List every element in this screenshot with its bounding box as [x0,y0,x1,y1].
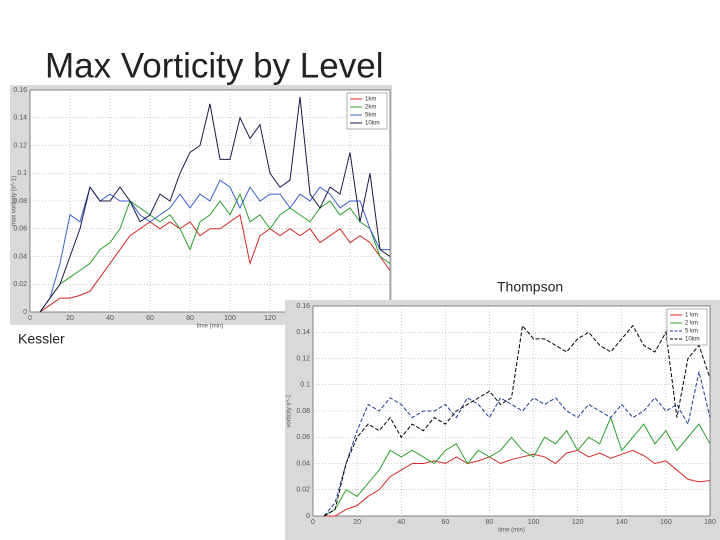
y-axis-label: max vorticity (s^-1) [12,176,18,226]
x-tick-label: 20 [66,315,74,322]
legend-label: 2 km [685,321,698,327]
y-tick-label: 0.14 [13,115,27,122]
x-tick-label: 140 [616,519,628,526]
chart-title: Thompson [497,279,563,295]
data-line [39,192,391,313]
x-tick-label: 120 [264,315,276,322]
y-tick-label: 0.08 [296,408,310,415]
y-tick-label: 0.16 [296,303,310,310]
data-line [39,96,391,313]
y-tick-label: 0 [306,513,310,520]
data-line [324,449,711,517]
y-tick-label: 0.02 [296,487,310,494]
x-tick-label: 100 [224,315,236,322]
legend-label: 5 km [685,329,698,335]
y-tick-label: 0.04 [296,460,310,467]
x-axis-label: time (min) [197,324,224,330]
legend-label: 10km [365,121,380,127]
data-line [323,416,711,517]
y-tick-label: 0.12 [13,142,27,149]
x-tick-label: 20 [353,519,361,526]
x-tick-label: 160 [660,519,672,526]
y-tick-label: 0.06 [13,226,27,233]
y-tick-label: 0.02 [13,281,27,288]
x-tick-label: 40 [106,315,114,322]
x-tick-label: 180 [704,519,716,526]
y-tick-label: 0.04 [13,253,27,260]
y-axis-label: vorticity s^-1 [287,394,293,428]
x-tick-label: 60 [146,315,154,322]
y-tick-label: 0.1 [300,382,310,389]
x-tick-label: 40 [397,519,405,526]
legend-label: 5km [365,113,376,119]
y-tick-label: 0.16 [13,87,27,94]
x-tick-label: 0 [311,519,315,526]
data-line [323,371,711,517]
x-tick-label: 60 [441,519,449,526]
y-tick-label: 0.14 [296,329,310,336]
y-tick-label: 0.1 [17,170,27,177]
slide-title: Max Vorticity by Level [45,46,383,85]
legend-label: 10km [685,337,700,343]
y-tick-label: 0 [23,309,27,316]
y-tick-label: 0.12 [296,355,310,362]
legend-label: 2km [365,105,376,111]
data-line [323,324,711,517]
x-tick-label: 100 [528,519,540,526]
y-tick-label: 0.08 [13,198,27,205]
x-tick-label: 120 [572,519,584,526]
data-line [39,214,391,313]
x-tick-label: 80 [186,315,194,322]
x-tick-label: 80 [486,519,494,526]
x-axis-label: time (min) [498,528,525,534]
chart-title: Kessler [18,331,65,347]
x-tick-label: 0 [28,315,32,322]
legend-label: 1 km [685,313,698,319]
legend-label: 1km [365,97,376,103]
y-tick-label: 0.06 [296,434,310,441]
